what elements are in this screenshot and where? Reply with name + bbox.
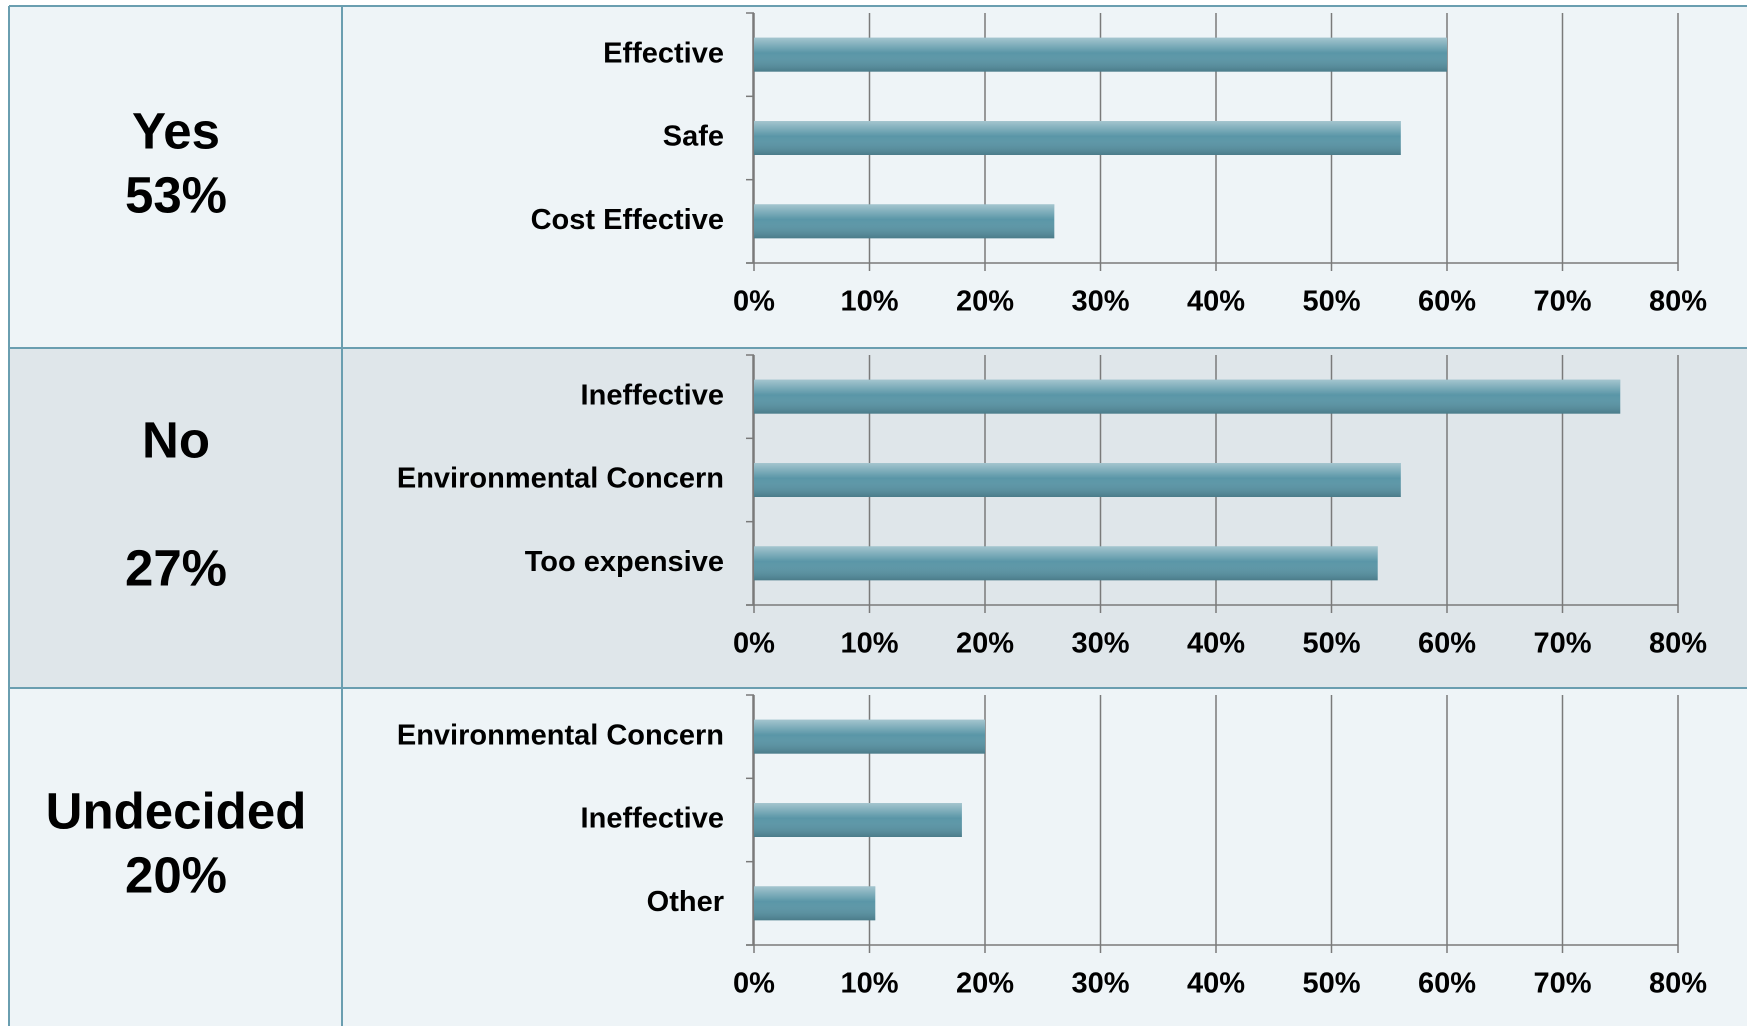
category-label: Environmental Concern [397,719,724,751]
group-title: No [142,411,210,468]
x-tick-label: 70% [1533,968,1591,1000]
x-tick-label: 0% [733,628,775,660]
x-tick-label: 10% [840,286,898,318]
category-label: Environmental Concern [397,463,724,495]
bar-shine [754,37,1447,72]
x-tick-label: 0% [733,286,775,318]
x-tick-label: 80% [1649,968,1707,1000]
group-title: Yes [132,102,220,159]
x-tick-label: 30% [1071,968,1129,1000]
x-tick-label: 70% [1533,286,1591,318]
category-label: Ineffective [581,379,724,411]
group-share: 20% [125,846,227,903]
bar-shine [754,803,962,837]
x-tick-label: 50% [1302,286,1360,318]
bar-shine [754,204,1055,239]
bar-shine [754,719,985,754]
x-tick-label: 80% [1649,628,1707,660]
bar-shine [754,379,1621,414]
x-tick-label: 40% [1187,286,1245,318]
bar-shine [754,886,876,921]
category-label: Safe [663,121,724,153]
x-tick-label: 70% [1533,628,1591,660]
group-share: 27% [125,539,227,596]
x-tick-label: 50% [1302,968,1360,1000]
bar-shine [754,121,1401,155]
x-tick-label: 20% [956,628,1014,660]
x-tick-label: 10% [840,628,898,660]
x-tick-label: 40% [1187,968,1245,1000]
x-tick-label: 30% [1071,286,1129,318]
x-tick-label: 20% [956,968,1014,1000]
x-tick-label: 30% [1071,628,1129,660]
category-label: Other [647,886,724,918]
category-label: Ineffective [581,803,724,835]
group-share: 53% [125,166,227,223]
x-tick-label: 60% [1418,968,1476,1000]
x-tick-label: 60% [1418,628,1476,660]
x-tick-label: 20% [956,286,1014,318]
x-tick-label: 0% [733,968,775,1000]
category-label: Cost Effective [531,204,724,236]
x-tick-label: 40% [1187,628,1245,660]
bar-shine [754,546,1378,581]
x-tick-label: 80% [1649,286,1707,318]
x-tick-label: 50% [1302,628,1360,660]
category-label: Effective [603,37,724,69]
x-tick-label: 60% [1418,286,1476,318]
bar-shine [754,463,1401,497]
group-title: Undecided [46,782,307,839]
x-tick-label: 10% [840,968,898,1000]
category-label: Too expensive [525,546,724,578]
